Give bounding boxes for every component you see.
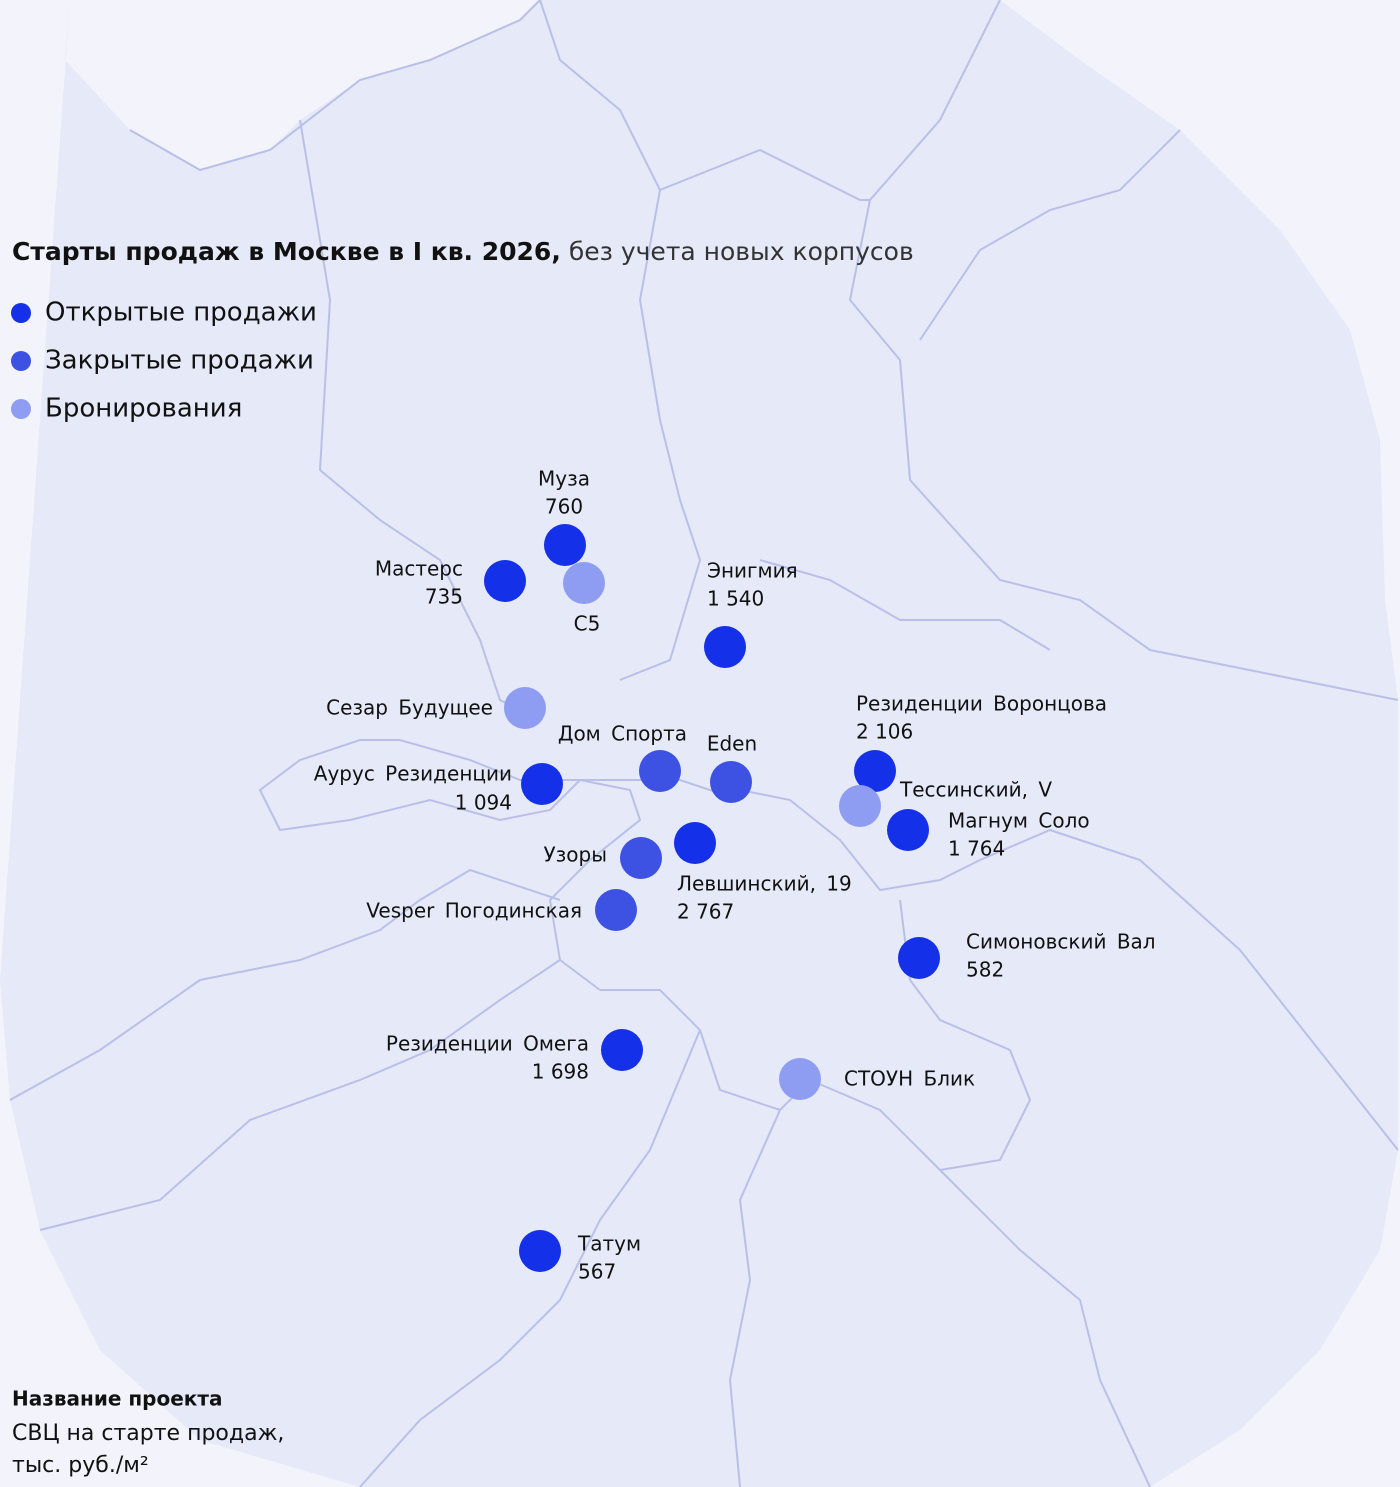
project-price: 1 540 (707, 587, 764, 611)
project-marker (674, 822, 716, 864)
project-marker (710, 761, 752, 803)
project-marker (521, 763, 563, 805)
project-price: 1 094 (455, 791, 512, 815)
project-name: Резиденции Омега (386, 1032, 589, 1056)
project-marker (544, 524, 586, 566)
title: Старты продаж в Москве в I кв. 2026, без … (12, 237, 914, 266)
project-name: Резиденции Воронцова (856, 692, 1107, 716)
project-marker (839, 785, 881, 827)
project-price: 1 764 (948, 837, 1005, 861)
project-price: 2 767 (677, 900, 734, 924)
footnote-line: тыс. руб./м² (12, 1453, 149, 1478)
project-price: 735 (425, 585, 463, 609)
project-name: Eden (707, 732, 757, 756)
project-price: 760 (545, 495, 583, 519)
project-name: Сезар Будущее (326, 696, 493, 720)
legend-dot (11, 399, 31, 419)
project-name: Аурус Резиденции (314, 762, 512, 786)
project-marker (484, 560, 526, 602)
project-marker (504, 687, 546, 729)
project-marker (563, 562, 605, 604)
project-price: 582 (966, 958, 1004, 982)
project-name: Мастерс (375, 557, 463, 581)
project-marker (704, 626, 746, 668)
project-name: Тессинский, V (899, 778, 1052, 802)
project-name: Энигмия (707, 559, 798, 583)
project-price: 2 106 (856, 720, 913, 744)
project-name: Узоры (543, 843, 607, 867)
legend: Открытые продажи Закрытые продажи Брониров… (11, 298, 317, 424)
title-bold: Старты продаж в Москве в I кв. 2026, (12, 237, 561, 266)
project-name: Левшинский, 19 (677, 872, 852, 896)
project-name: Магнум Соло (948, 809, 1090, 833)
project-price: 1 698 (532, 1060, 589, 1084)
project-marker (887, 809, 929, 851)
project-name: С5 (574, 612, 601, 636)
project-marker (620, 837, 662, 879)
title-regular: без учета новых корпусов (569, 237, 914, 266)
project-marker (854, 750, 896, 792)
legend-dot (11, 303, 31, 323)
project-marker (779, 1058, 821, 1100)
legend-label: Открытые продажи (45, 298, 317, 328)
project-name: Дом Спорта (558, 722, 687, 746)
project-name: Татум (577, 1232, 641, 1256)
project-marker (595, 889, 637, 931)
project-name: Муза (538, 467, 590, 491)
legend-dot (11, 351, 31, 371)
footnote-line: СВЦ на старте продаж, (12, 1421, 284, 1446)
project-name: Vesper Погодинская (366, 899, 582, 923)
project-name: СТОУН Блик (844, 1067, 975, 1091)
project-name: Симоновский Вал (966, 930, 1156, 954)
project-marker (601, 1029, 643, 1071)
legend-label: Бронирования (45, 394, 242, 424)
project-marker (639, 750, 681, 792)
project-marker (898, 937, 940, 979)
footnote-name: Название проекта (12, 1387, 222, 1411)
project-price: 567 (578, 1260, 616, 1284)
points: Муза 760 Мастерс 735 С5 Энигмия 1 540 Сезар Буд… (314, 467, 1156, 1284)
project-marker (519, 1230, 561, 1272)
legend-label: Закрытые продажи (45, 346, 314, 376)
